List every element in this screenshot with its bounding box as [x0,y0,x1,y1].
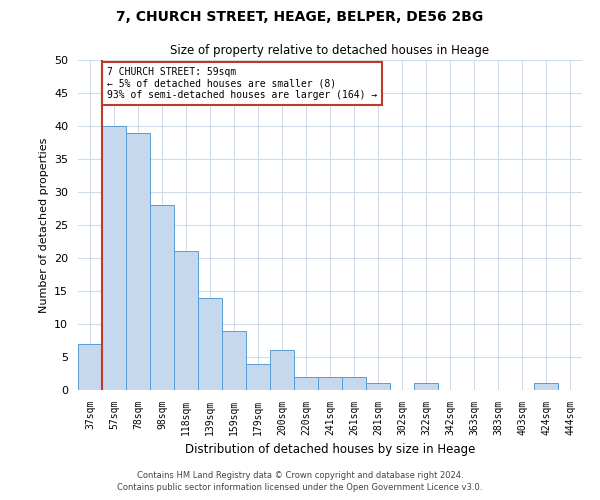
Bar [270,350,294,390]
Bar [246,364,270,390]
Bar [78,344,102,390]
X-axis label: Distribution of detached houses by size in Heage: Distribution of detached houses by size … [185,444,475,456]
Bar [318,377,342,390]
Bar [342,377,366,390]
Text: 7, CHURCH STREET, HEAGE, BELPER, DE56 2BG: 7, CHURCH STREET, HEAGE, BELPER, DE56 2B… [116,10,484,24]
Title: Size of property relative to detached houses in Heage: Size of property relative to detached ho… [170,44,490,58]
Bar [198,298,222,390]
Bar [126,132,150,390]
Bar [222,330,246,390]
Y-axis label: Number of detached properties: Number of detached properties [38,138,49,312]
Bar [174,252,198,390]
Text: Contains HM Land Registry data © Crown copyright and database right 2024.
Contai: Contains HM Land Registry data © Crown c… [118,471,482,492]
Bar [414,384,438,390]
Bar [150,205,174,390]
Bar [294,377,318,390]
Bar [366,384,390,390]
Bar [102,126,126,390]
Bar [534,384,558,390]
Text: 7 CHURCH STREET: 59sqm
← 5% of detached houses are smaller (8)
93% of semi-detac: 7 CHURCH STREET: 59sqm ← 5% of detached … [107,66,377,100]
